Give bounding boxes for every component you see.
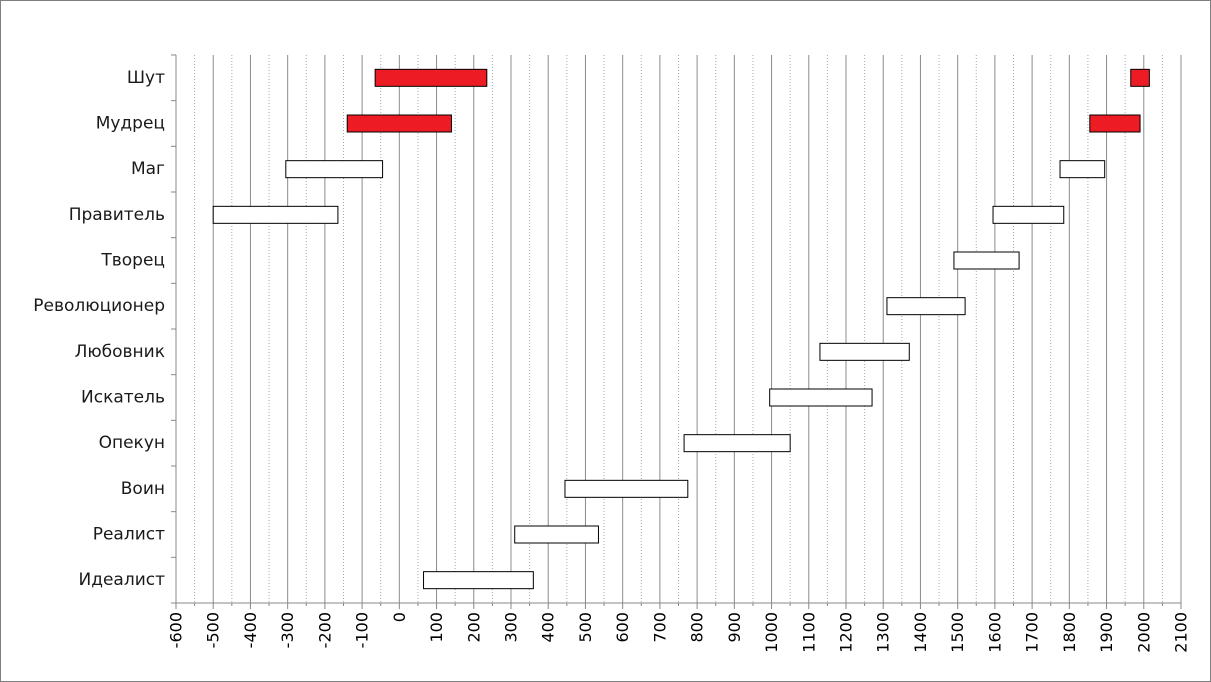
x-tick-label: 1300 <box>874 612 893 653</box>
range-bar-normal <box>285 160 384 179</box>
x-tick-label: 1900 <box>1097 612 1116 653</box>
label-layer: -600 -500 -400 -300 -200 -100 0 100 200 300 400 500… <box>33 68 1190 653</box>
range-bar-normal <box>423 571 534 590</box>
x-tick-label: 1600 <box>985 612 1004 653</box>
category-label: Маг <box>131 159 165 179</box>
category-label: Мудрец <box>96 114 165 134</box>
range-bar-normal <box>1059 160 1106 179</box>
range-bar-normal <box>564 479 689 498</box>
bar-layer <box>212 68 1150 590</box>
range-bar-highlighted <box>374 68 488 87</box>
range-bar-normal <box>769 388 873 407</box>
range-bar-normal <box>886 297 966 316</box>
x-tick-label: -600 <box>167 612 186 648</box>
category-label: Шут <box>127 68 165 88</box>
axis-layer <box>171 54 1182 609</box>
x-tick-label: 0 <box>390 612 409 622</box>
x-tick-label: 600 <box>613 612 632 643</box>
range-bar-normal <box>953 251 1020 270</box>
x-tick-label: -500 <box>204 612 223 648</box>
range-bar-highlighted <box>346 114 452 133</box>
x-tick-label: 1800 <box>1060 612 1079 653</box>
x-tick-label: 1400 <box>911 612 930 653</box>
x-tick-label: 800 <box>688 612 707 643</box>
range-bar-highlighted <box>1130 68 1150 87</box>
x-tick-label: -200 <box>315 612 334 648</box>
x-tick-label: 400 <box>539 612 558 643</box>
x-tick-label: 200 <box>464 612 483 643</box>
x-tick-label: 2100 <box>1172 612 1191 653</box>
range-bar-normal <box>514 525 599 544</box>
range-bar-normal <box>992 205 1065 224</box>
x-tick-label: 1100 <box>799 612 818 653</box>
category-label: Революционер <box>33 296 165 316</box>
range-bar-highlighted <box>1089 114 1141 133</box>
x-tick-label: 300 <box>502 612 521 643</box>
x-tick-label: 1200 <box>837 612 856 653</box>
range-bar-normal <box>683 434 791 453</box>
category-label: Идеалист <box>78 570 165 590</box>
x-tick-label: -300 <box>278 612 297 648</box>
category-label: Воин <box>121 479 165 499</box>
x-tick-label: 100 <box>427 612 446 643</box>
category-label: Любовник <box>75 342 165 362</box>
category-label: Опекун <box>99 433 165 453</box>
grid-layer <box>175 55 1182 603</box>
x-tick-label: 1500 <box>948 612 967 653</box>
range-bar-normal <box>212 205 339 224</box>
x-tick-label: -100 <box>353 612 372 648</box>
category-label: Искатель <box>81 388 165 408</box>
x-tick-label: 2000 <box>1134 612 1153 653</box>
category-label: Правитель <box>69 205 165 225</box>
x-tick-label: 900 <box>725 612 744 643</box>
x-tick-label: -400 <box>241 612 260 648</box>
category-label: Реалист <box>93 525 165 545</box>
x-tick-label: 1000 <box>762 612 781 653</box>
range-bar-normal <box>819 342 910 361</box>
x-tick-label: 1700 <box>1023 612 1042 653</box>
x-tick-label: 500 <box>576 612 595 643</box>
x-tick-label: 700 <box>650 612 669 643</box>
category-label: Творец <box>100 251 165 271</box>
